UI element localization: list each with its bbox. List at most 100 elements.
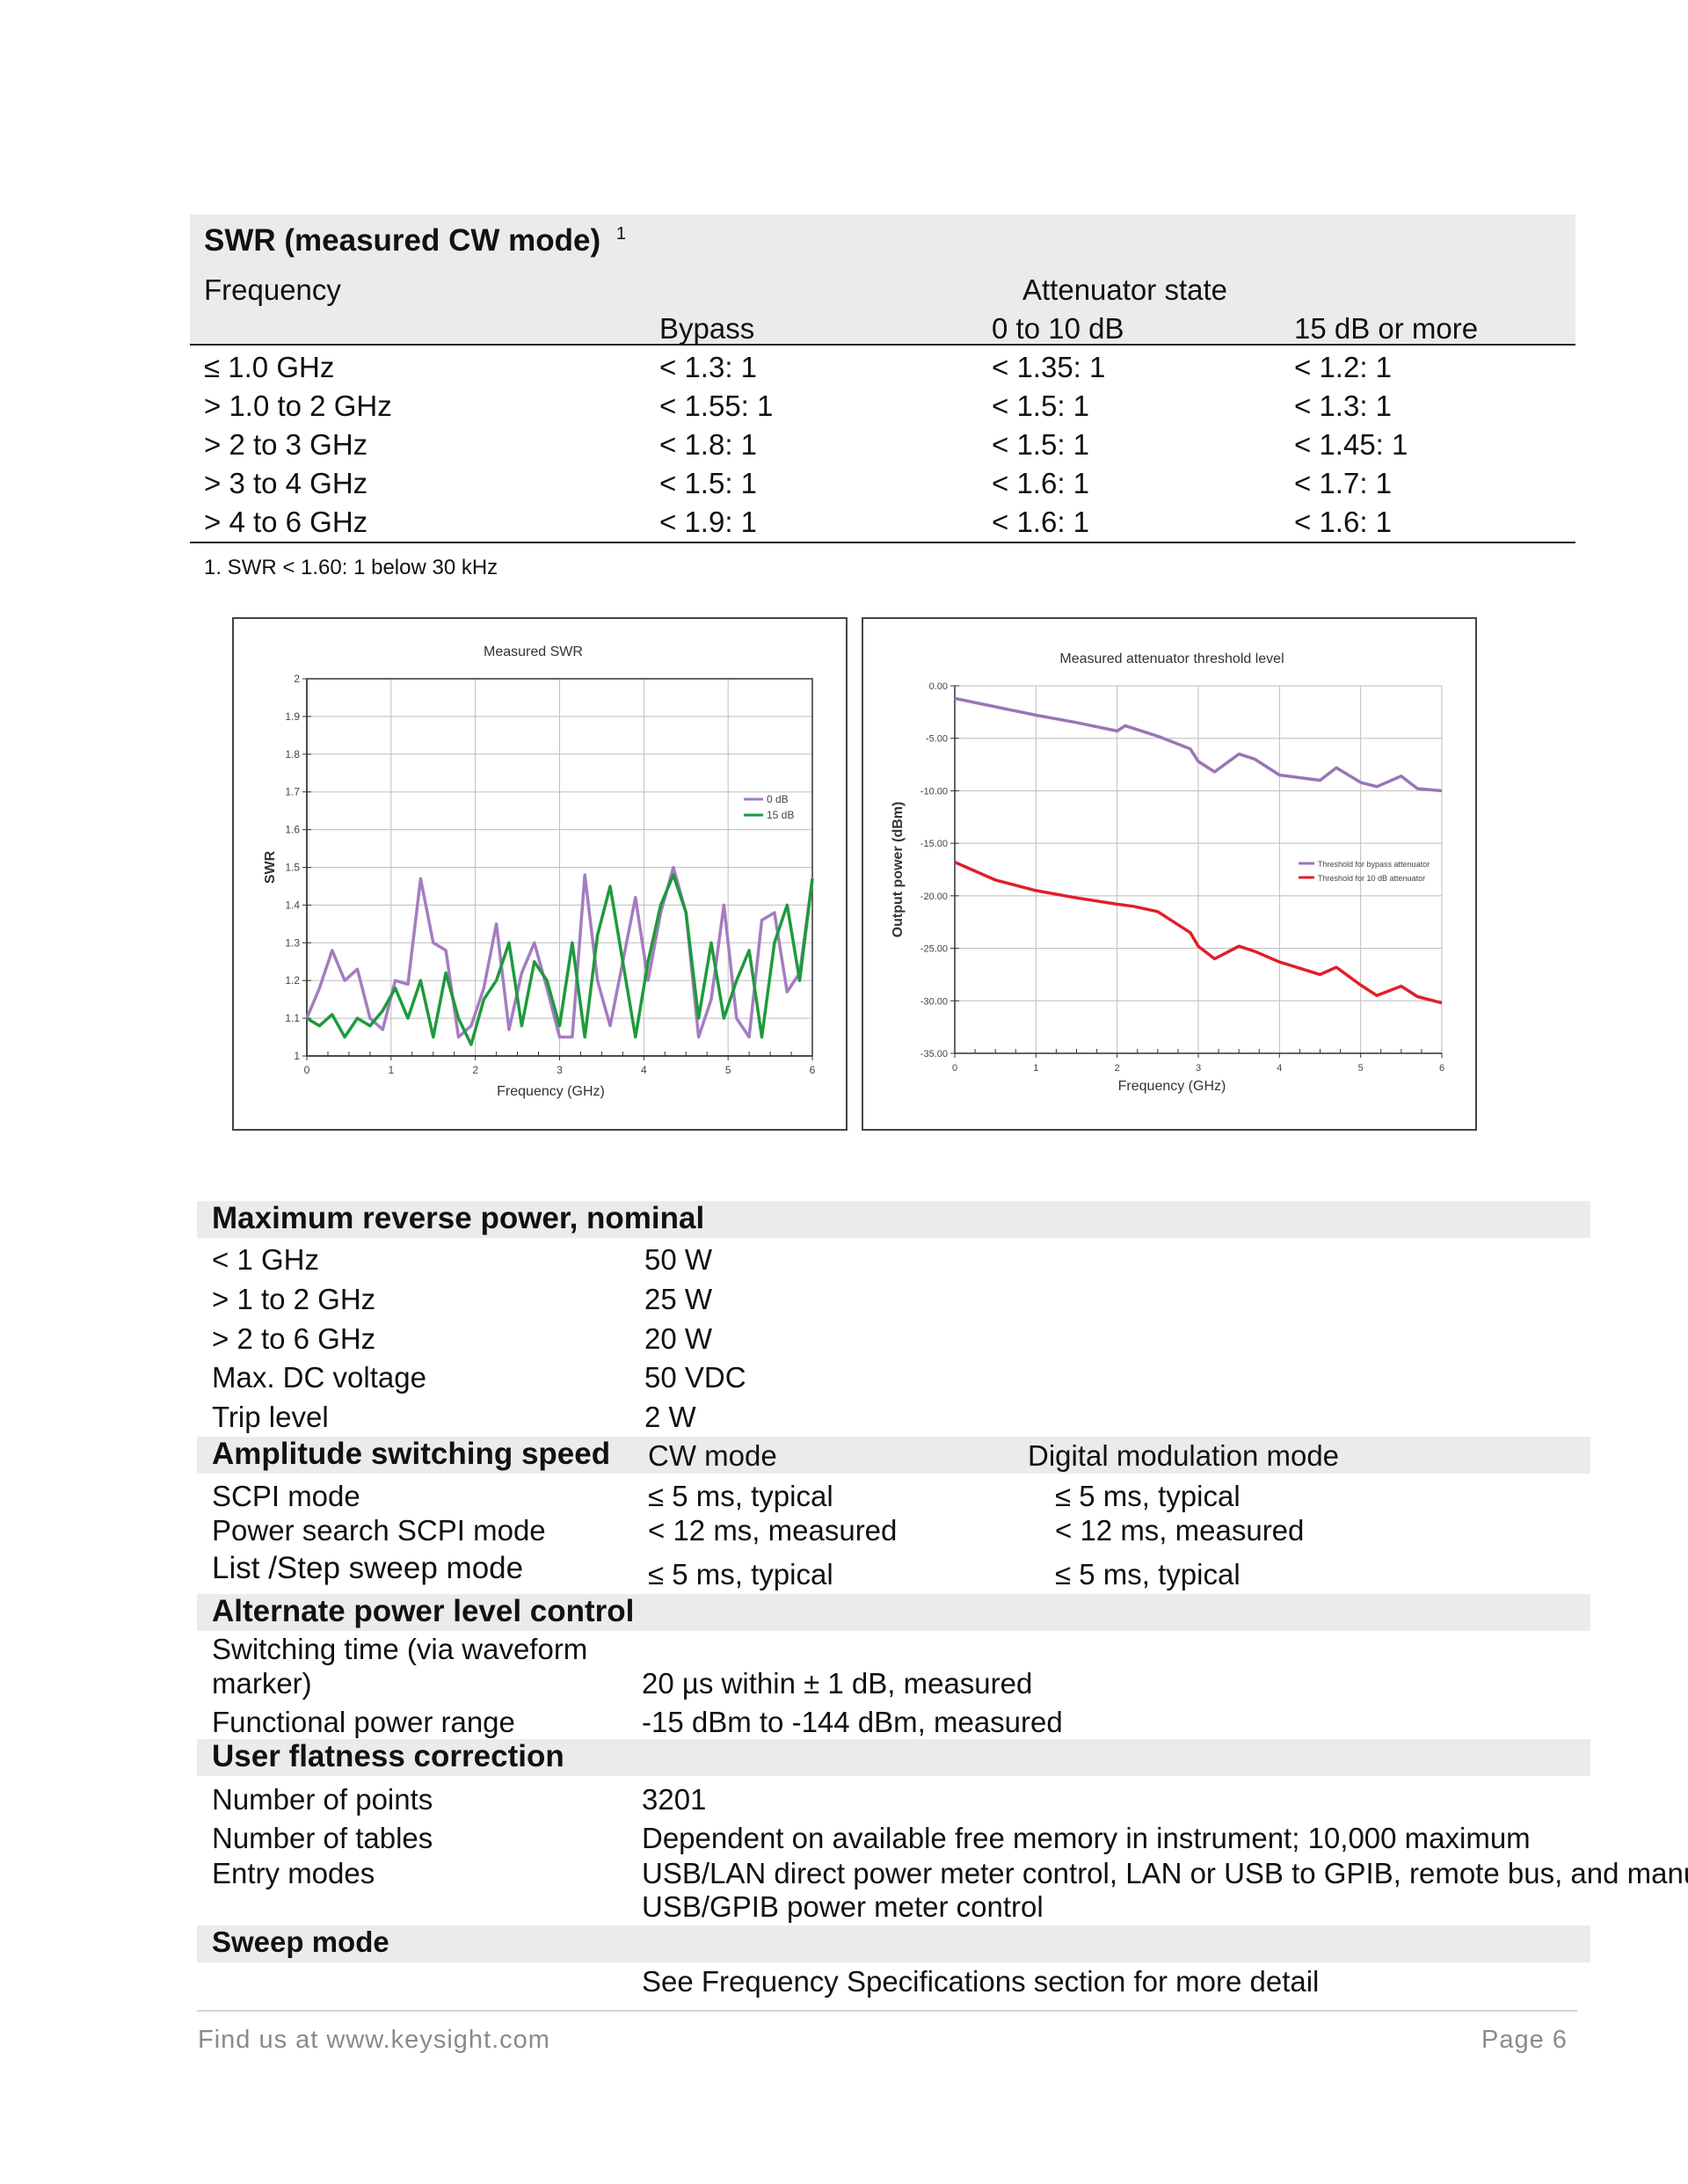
y-tick-label: 1.2 <box>285 974 300 986</box>
asw-dm: ≤ 5 ms, typical <box>1055 1558 1241 1591</box>
swr-15db: < 1.45: 1 <box>1294 428 1408 461</box>
threshold-chart-frame: 0.00 -5.00 -10.00 -15.00 -20.00 -25.00 -30.00 -… <box>862 617 1477 1131</box>
y-tick-label: 1.9 <box>285 710 300 723</box>
footer-page-number: Page 6 <box>1481 2026 1568 2054</box>
swr-0-10db: < 1.5: 1 <box>992 428 1090 461</box>
mrp-label: Trip level <box>212 1401 329 1433</box>
amplitude-switching-title: Amplitude switching speed <box>212 1437 611 1471</box>
swr-col-0-10db: 0 to 10 dB <box>992 312 1124 345</box>
swr-attenuator-label: Attenuator state <box>1022 273 1227 306</box>
y-tick-label: 1.7 <box>285 786 300 798</box>
swr-0-10db: < 1.6: 1 <box>992 506 1090 538</box>
alt-power-switching-label-a: Switching time (via waveform <box>212 1633 588 1665</box>
series-line-1 <box>954 696 1443 793</box>
swr-15db: < 1.3: 1 <box>1294 389 1393 422</box>
swr-col-15db: 15 dB or more <box>1294 312 1479 345</box>
y-tick-label: 1.1 <box>285 1012 300 1024</box>
mrp-value: 25 W <box>644 1283 713 1315</box>
y-tick-label: 0.00 <box>929 681 948 692</box>
max-reverse-power-band <box>197 1201 1590 1238</box>
x-tick-label: 1 <box>1033 1063 1038 1074</box>
y-tick-label: 1 <box>294 1050 300 1062</box>
asw-dm: < 12 ms, measured <box>1055 1514 1305 1547</box>
mrp-label: > 2 to 6 GHz <box>212 1322 376 1355</box>
y-tick-label: 1.8 <box>285 748 300 761</box>
x-tick-label: 5 <box>725 1064 731 1076</box>
amplitude-switching-col-dm: Digital modulation mode <box>1028 1439 1340 1472</box>
y-tick-label: -35.00 <box>920 1049 948 1059</box>
y-tick-label: -15.00 <box>920 839 948 849</box>
swr-freq: > 1.0 to 2 GHz <box>204 389 392 422</box>
swr-bypass: < 1.3: 1 <box>659 351 758 383</box>
flatness-tables-value: Dependent on available free memory in in… <box>642 1822 1531 1854</box>
swr-header-rule <box>190 344 1575 346</box>
y-tick-label: 1.5 <box>285 862 300 874</box>
alt-power-band <box>197 1594 1590 1631</box>
swr-frequency-label: Frequency <box>204 273 341 306</box>
asw-label: SCPI mode <box>212 1480 360 1512</box>
amplitude-switching-col-cw: CW mode <box>648 1439 777 1472</box>
flatness-entry-value-b: USB/GPIB power meter control <box>642 1890 1044 1923</box>
chart-title: Measured SWR <box>484 644 583 659</box>
footer-website: Find us at www.keysight.com <box>198 2026 550 2054</box>
swr-freq: > 4 to 6 GHz <box>204 506 368 538</box>
swr-15db: < 1.6: 1 <box>1294 506 1393 538</box>
x-tick-label: 2 <box>1115 1063 1120 1074</box>
asw-dm: ≤ 5 ms, typical <box>1055 1480 1241 1512</box>
alt-power-title: Alternate power level control <box>212 1594 635 1628</box>
swr-bypass: < 1.8: 1 <box>659 428 758 461</box>
flatness-entry-label: Entry modes <box>212 1857 375 1889</box>
y-tick-label: 1.4 <box>285 899 300 911</box>
threshold-chart: 0.00 -5.00 -10.00 -15.00 -20.00 -25.00 -30.00 -… <box>891 652 1444 1094</box>
x-axis-label: Frequency (GHz) <box>1118 1079 1226 1094</box>
alt-power-range-value: -15 dBm to -144 dBm, measured <box>642 1706 1063 1738</box>
flatness-entry-value-a: USB/LAN direct power meter control, LAN … <box>642 1857 1688 1889</box>
alt-power-range-label: Functional power range <box>212 1706 515 1738</box>
swr-0-10db: < 1.35: 1 <box>992 351 1106 383</box>
swr-bypass: < 1.9: 1 <box>659 506 758 538</box>
swr-col-bypass: Bypass <box>659 312 755 345</box>
asw-cw: ≤ 5 ms, typical <box>648 1480 833 1512</box>
y-tick-label: 2 <box>294 673 300 685</box>
flatness-points-value: 3201 <box>642 1783 707 1816</box>
y-tick-label: 1.6 <box>285 824 300 836</box>
y-axis-label: Output power (dBm) <box>891 802 906 938</box>
swr-footnote: 1. SWR < 1.60: 1 below 30 kHz <box>204 556 498 579</box>
asw-label: Power search SCPI mode <box>212 1514 546 1547</box>
y-tick-label: -5.00 <box>926 734 948 745</box>
x-axis-label: Frequency (GHz) <box>497 1084 605 1099</box>
alt-power-switching-label-b: marker) <box>212 1667 312 1700</box>
mrp-label: > 1 to 2 GHz <box>212 1283 376 1315</box>
mrp-value: 50 W <box>644 1243 713 1276</box>
x-tick-label: 4 <box>641 1064 647 1076</box>
y-tick-label: -30.00 <box>920 996 948 1007</box>
asw-label: List /Step sweep mode <box>212 1551 524 1585</box>
swr-title-note: 1 <box>615 224 627 244</box>
asw-cw: < 12 ms, measured <box>648 1514 898 1547</box>
x-tick-label: 2 <box>472 1064 478 1076</box>
x-tick-label: 6 <box>1439 1063 1444 1074</box>
swr-bypass: < 1.55: 1 <box>659 389 774 422</box>
y-axis-label: SWR <box>263 850 278 884</box>
swr-bypass: < 1.5: 1 <box>659 467 758 499</box>
x-tick-label: 1 <box>388 1064 394 1076</box>
y-tick-label: -10.00 <box>920 786 948 797</box>
alt-power-switching-value: 20 µs within ± 1 dB, measured <box>642 1667 1033 1700</box>
legend-label: Threshold for 10 dB attenuator <box>1318 874 1425 883</box>
chart-title: Measured attenuator threshold level <box>1059 652 1284 666</box>
x-tick-label: 4 <box>1277 1063 1282 1074</box>
flatness-band <box>197 1739 1590 1776</box>
sweep-value: See Frequency Specifications section for… <box>642 1965 1320 1998</box>
swr-chart-frame: 1 1.1 1.2 1.3 1.4 1.5 1.6 1.7 1.8 1.9 2 0 1 2 3 4 5 6 Meas… <box>232 617 848 1131</box>
mrp-value: 50 VDC <box>644 1361 746 1394</box>
x-tick-label: 0 <box>952 1063 957 1074</box>
legend-label: Threshold for bypass attenuator <box>1318 860 1430 869</box>
amplitude-switching-band <box>197 1437 1590 1474</box>
swr-15db: < 1.2: 1 <box>1294 351 1393 383</box>
flatness-points-label: Number of points <box>212 1783 433 1816</box>
legend-label: 0 dB <box>767 793 789 805</box>
asw-cw: ≤ 5 ms, typical <box>648 1558 833 1591</box>
swr-0-10db: < 1.5: 1 <box>992 389 1090 422</box>
footer-rule <box>197 2010 1577 2012</box>
legend-label: 15 dB <box>767 809 794 821</box>
